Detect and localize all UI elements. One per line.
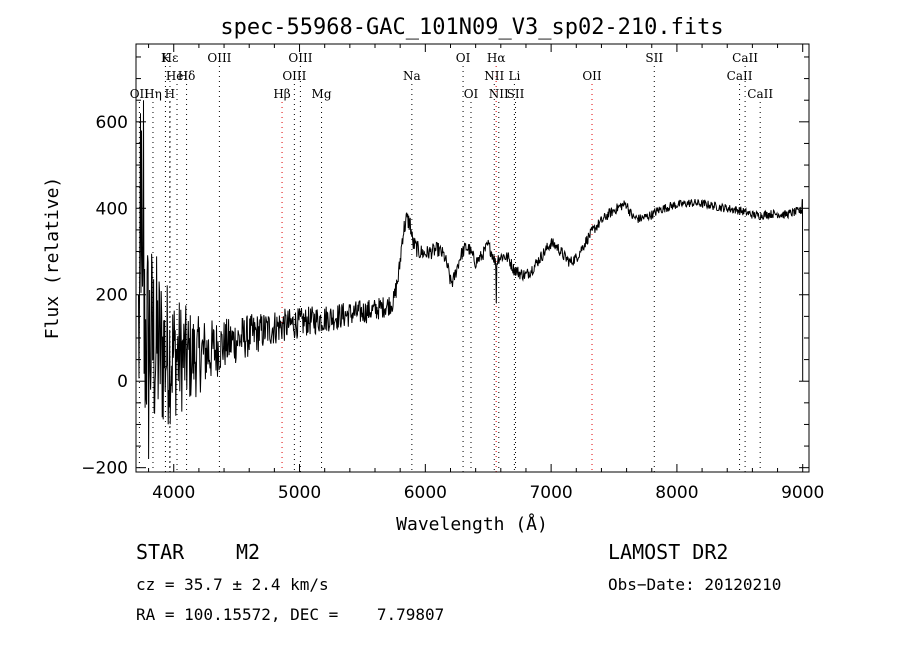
x-tick-label: 8000 <box>655 483 698 503</box>
line-marker-label: Mg <box>312 87 332 101</box>
line-marker-label: Hε <box>162 51 179 65</box>
y-tick-label: 200 <box>96 286 128 306</box>
line-marker-label: OI <box>464 87 479 101</box>
x-tick-label: 5000 <box>278 483 321 503</box>
coordinates-readout: RA = 100.15572, DEC = 7.79807 <box>136 605 444 624</box>
line-marker-label: OIII <box>282 69 306 83</box>
survey-name: LAMOST DR2 <box>608 540 728 564</box>
axis-ticks: 4000 5000 6000 7000 8000 9000 −200 0 200 400 600 <box>81 44 824 503</box>
line-marker-label: Hη <box>144 87 162 101</box>
chart-title: spec-55968-GAC_101N09_V3_sp02-210.fits <box>220 15 723 40</box>
object-class: STAR <box>136 540 185 564</box>
line-marker-label: Na <box>403 69 421 83</box>
x-tick-label: 7000 <box>529 483 572 503</box>
line-marker-label: OII <box>582 69 602 83</box>
redshift-readout: cz = 35.7 ± 2.4 km/s <box>136 575 329 594</box>
line-marker-label: HeI <box>166 69 189 83</box>
y-tick-label: 600 <box>96 113 128 133</box>
line-marker-label: CaII <box>727 69 753 83</box>
line-marker-label: OIII <box>288 51 312 65</box>
x-tick-label: 9000 <box>781 483 824 503</box>
line-marker-label: CaII <box>747 87 773 101</box>
line-marker-label: H <box>165 87 175 101</box>
line-marker-label: SII <box>645 51 663 65</box>
line-marker-label: OIII <box>207 51 231 65</box>
x-tick-label: 6000 <box>404 483 447 503</box>
y-tick-label: 400 <box>96 199 128 219</box>
y-tick-label: −200 <box>81 459 128 479</box>
line-marker-label: Hα <box>487 51 506 65</box>
line-marker-label: NII <box>484 69 504 83</box>
y-axis-label: Flux (relative) <box>42 177 63 340</box>
spectrum-series <box>138 100 804 460</box>
plot-frame <box>135 43 810 473</box>
line-marker-label: OI <box>456 51 471 65</box>
line-marker-label: Hβ <box>273 87 290 101</box>
line-marker-label: NII <box>489 87 509 101</box>
line-marker-label: SII <box>507 87 525 101</box>
object-subclass: M2 <box>236 540 260 564</box>
line-marker-label: Li <box>508 69 520 83</box>
observation-date: Obs−Date: 20120210 <box>608 575 781 594</box>
x-axis-label: Wavelength (Å) <box>396 513 548 535</box>
line-marker-label: K <box>161 51 171 65</box>
line-marker-label: Hδ <box>178 69 196 83</box>
line-marker-label: CaII <box>732 51 758 65</box>
x-tick-label: 4000 <box>152 483 195 503</box>
line-marker-label: OII <box>130 87 150 101</box>
y-tick-label: 0 <box>117 372 128 392</box>
